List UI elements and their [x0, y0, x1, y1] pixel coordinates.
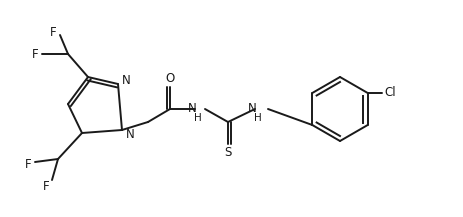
Text: S: S [224, 146, 231, 159]
Text: Cl: Cl [383, 87, 394, 100]
Text: O: O [165, 71, 174, 84]
Text: H: H [254, 113, 261, 123]
Text: N: N [187, 102, 196, 115]
Text: F: F [25, 158, 31, 171]
Text: F: F [43, 179, 49, 192]
Text: H: H [194, 113, 201, 123]
Text: F: F [50, 26, 56, 38]
Text: N: N [121, 74, 130, 87]
Text: N: N [247, 102, 256, 115]
Text: F: F [31, 48, 38, 61]
Text: N: N [125, 128, 134, 140]
